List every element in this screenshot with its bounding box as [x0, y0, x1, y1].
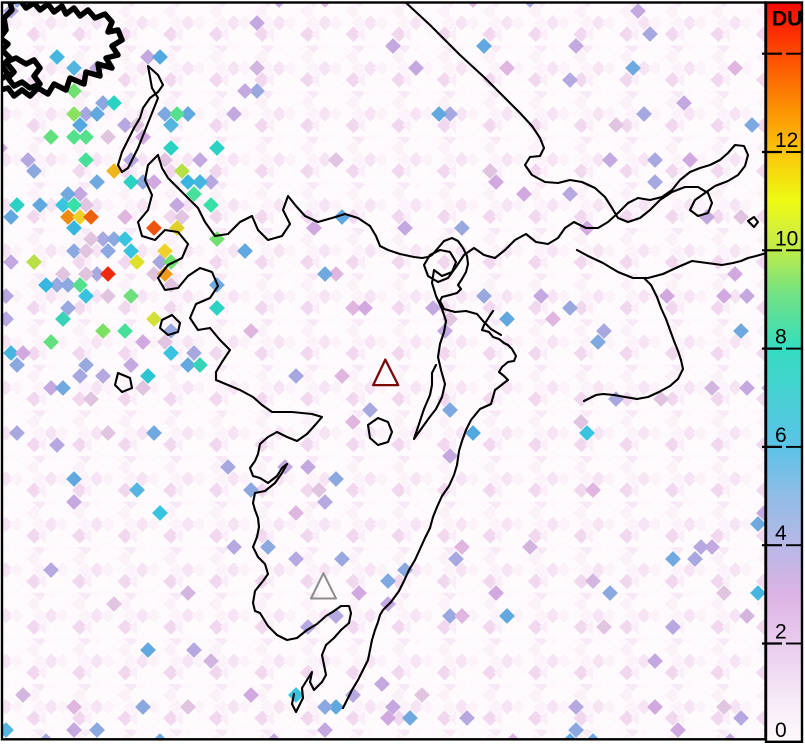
- svg-text:10: 10: [775, 227, 798, 250]
- svg-text:DU: DU: [772, 8, 802, 31]
- svg-text:0: 0: [775, 719, 787, 742]
- svg-text:12: 12: [775, 129, 798, 152]
- svg-text:8: 8: [775, 326, 787, 349]
- svg-text:6: 6: [775, 424, 787, 447]
- svg-text:4: 4: [775, 522, 787, 545]
- svg-text:2: 2: [775, 621, 787, 644]
